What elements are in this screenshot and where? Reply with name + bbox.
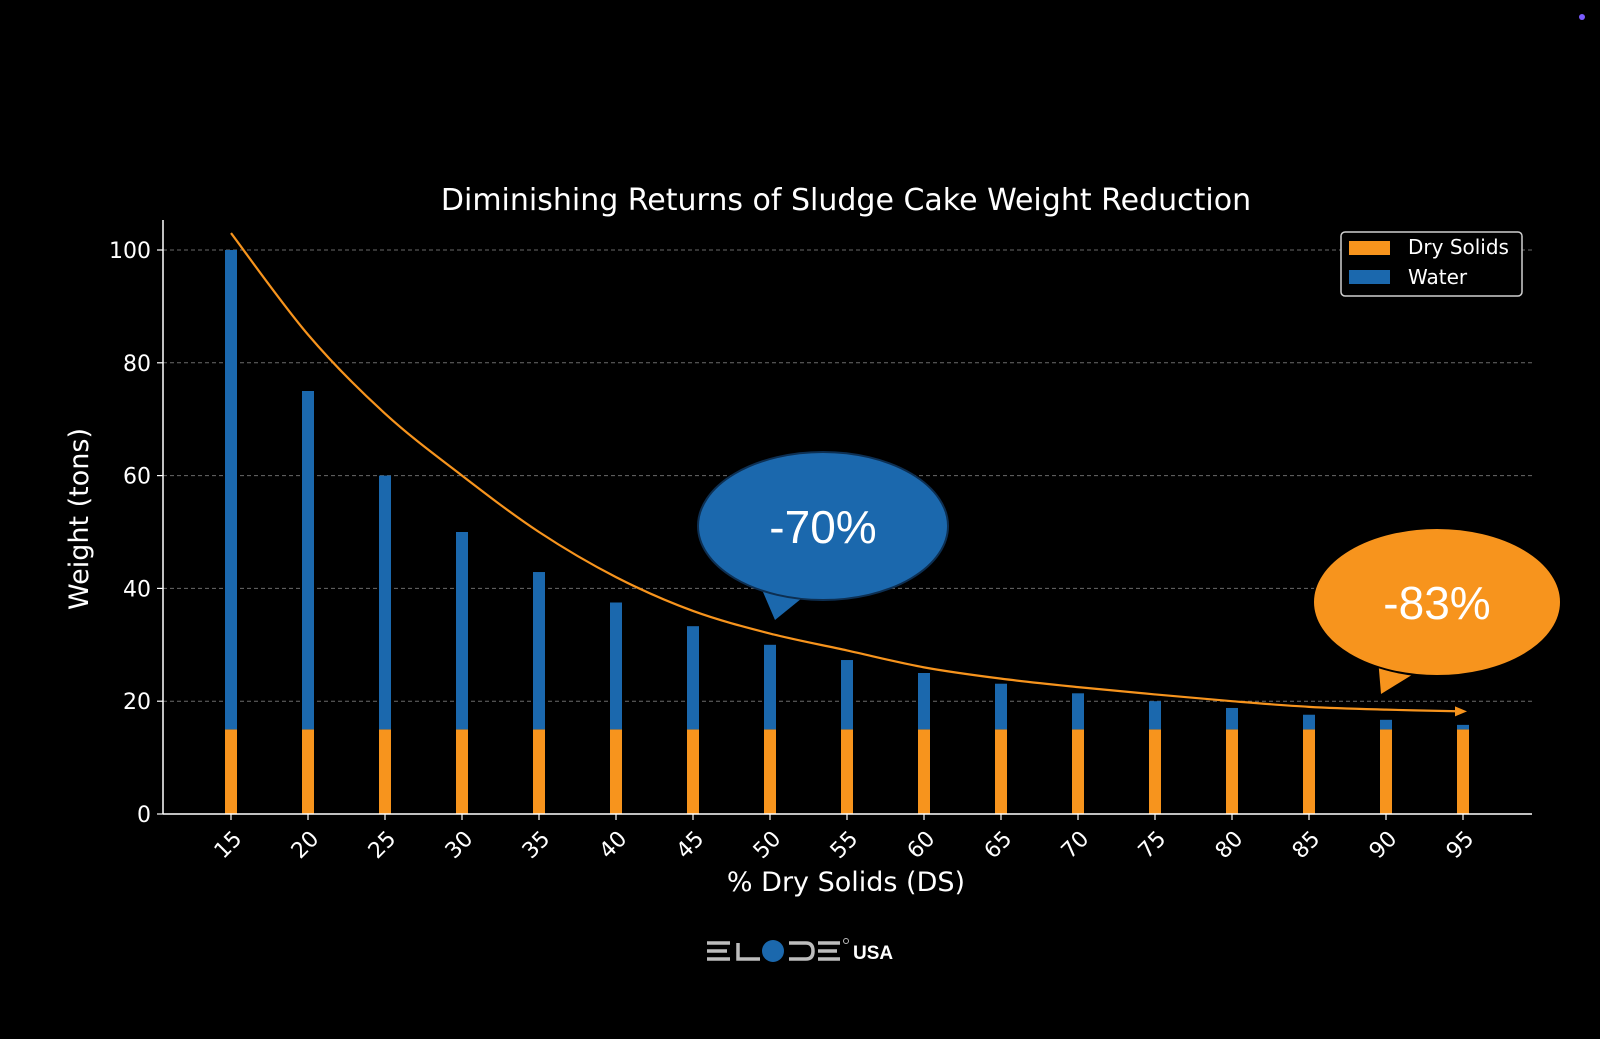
bar-water-85: [1303, 714, 1315, 730]
y-tick-label-0: 0: [137, 803, 151, 828]
bar-dry-solids-25: [379, 729, 391, 814]
bar-water-35: [533, 572, 545, 730]
bar-dry-solids-20: [302, 729, 314, 814]
legend-label-water: Water: [1408, 265, 1468, 289]
bubble-body-83: [1312, 527, 1562, 677]
legend-swatch-water: [1349, 270, 1390, 284]
bar-dry-solids-80: [1226, 729, 1238, 814]
bar-water-90: [1380, 719, 1392, 730]
chart-title: Diminishing Returns of Sludge Cake Weigh…: [441, 183, 1251, 218]
bar-dry-solids-55: [841, 729, 853, 814]
y-axis-label: Weight (tons): [64, 428, 95, 610]
y-tick-label-60: 60: [123, 465, 151, 490]
bar-dry-solids-70: [1072, 729, 1084, 814]
bar-dry-solids-50: [764, 729, 776, 814]
logo-usa-text: USA: [853, 943, 893, 964]
bar-water-60: [918, 673, 930, 730]
legend: Dry Solids Water: [1340, 231, 1523, 297]
bubble-body-70: [697, 451, 949, 601]
bar-dry-solids-35: [533, 729, 545, 814]
bar-dry-solids-95: [1457, 729, 1469, 814]
elode-usa-logo: USA: [707, 938, 893, 964]
y-tick-label-80: 80: [123, 352, 151, 377]
bar-water-65: [995, 683, 1007, 730]
accent-dot: [1579, 14, 1585, 20]
bar-dry-solids-60: [918, 729, 930, 814]
bar-dry-solids-30: [456, 729, 468, 814]
legend-label-dry-solids: Dry Solids: [1408, 235, 1509, 259]
bar-dry-solids-15: [225, 729, 237, 814]
bar-dry-solids-40: [610, 729, 622, 814]
bar-water-30: [456, 532, 468, 730]
bar-dry-solids-85: [1303, 729, 1315, 814]
bubble-text-83: -83%: [1383, 577, 1490, 629]
x-axis-label: % Dry Solids (DS): [727, 867, 965, 898]
bar-water-50: [764, 644, 776, 730]
bars: [225, 250, 1469, 814]
y-tick-label-20: 20: [123, 690, 151, 715]
y-tick-label-40: 40: [123, 577, 151, 602]
bar-dry-solids-90: [1380, 729, 1392, 814]
trend-curve: [230, 232, 1464, 713]
bar-dry-solids-65: [995, 729, 1007, 814]
bar-water-20: [302, 391, 314, 730]
bar-dry-solids-45: [687, 729, 699, 814]
bar-water-75: [1149, 701, 1161, 730]
y-tick-label-100: 100: [109, 239, 151, 264]
legend-swatch-dry-solids: [1349, 241, 1390, 255]
bar-water-70: [1072, 693, 1084, 730]
bubble-text-70: -70%: [769, 501, 876, 553]
bar-water-95: [1457, 724, 1469, 730]
bar-water-45: [687, 626, 699, 730]
bar-water-80: [1226, 707, 1238, 730]
y-tick-labels: 0 20 40 60 80 100: [109, 239, 163, 828]
bar-water-25: [379, 475, 391, 730]
trend-curve-arrowhead: [1455, 706, 1467, 717]
bar-water-40: [610, 602, 622, 730]
annotation-bubble-83: -83%: [1312, 527, 1562, 694]
bar-water-55: [841, 660, 853, 730]
trend-curve-group: [230, 232, 1467, 717]
bar-dry-solids-75: [1149, 729, 1161, 814]
bar-water-15: [225, 250, 237, 730]
annotation-bubble-70: -70%: [697, 451, 949, 620]
